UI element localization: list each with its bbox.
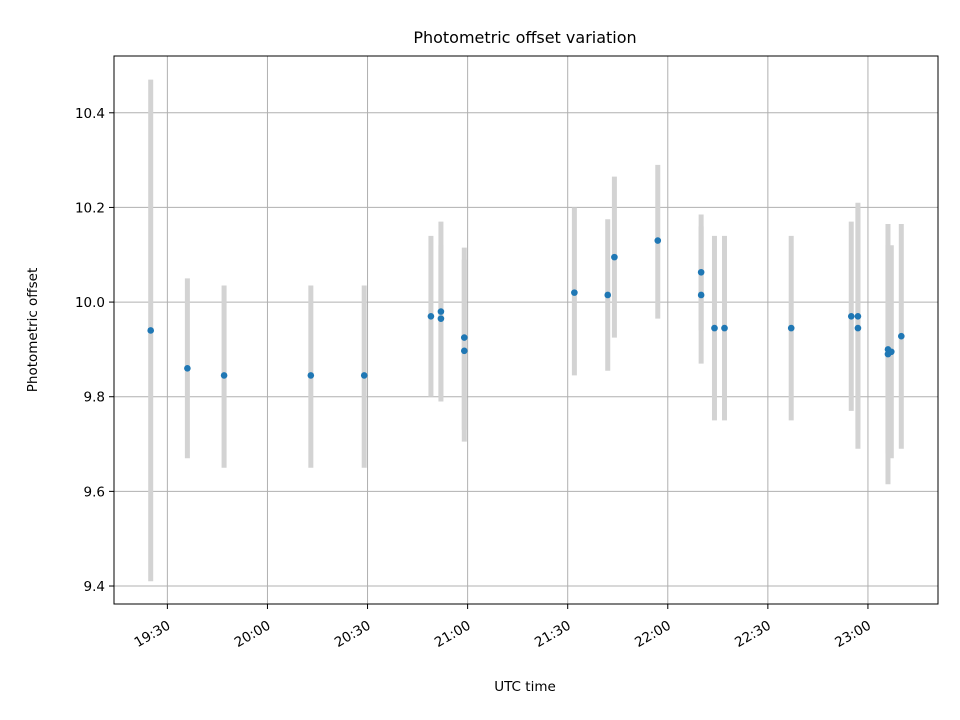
y-tick-label: 10.0: [75, 295, 105, 311]
y-tick-label: 9.6: [84, 484, 105, 500]
chart-title: Photometric offset variation: [413, 28, 636, 47]
axis-ticks: 19:30 20:00 20:30 21:00 21:30 22:00 22:30 23:00…: [75, 106, 874, 651]
x-tick-label: 23:00: [832, 618, 874, 651]
data-point: [787, 324, 795, 332]
data-point: [604, 291, 612, 299]
grid-lines: [114, 56, 938, 604]
x-tick-label: 21:00: [432, 618, 474, 651]
error-bars: [148, 79, 904, 582]
y-tick-label: 9.8: [84, 390, 105, 406]
y-axis-label: Photometric offset: [25, 268, 41, 392]
data-point: [360, 372, 368, 379]
data-point: [847, 312, 855, 320]
x-axis-label: UTC time: [494, 679, 556, 695]
plot-frame: [113, 55, 939, 605]
data-point: [898, 332, 905, 340]
data-point: [711, 324, 718, 332]
data-point: [460, 334, 468, 341]
data-point: [427, 312, 435, 320]
data-point: [147, 327, 154, 334]
y-tick-label: 9.4: [84, 579, 105, 595]
data-points: [147, 237, 905, 379]
data-point: [460, 347, 468, 355]
data-point: [437, 308, 445, 315]
data-point: [854, 312, 862, 320]
data-point: [184, 365, 191, 372]
x-tick-label: 20:00: [232, 618, 274, 651]
data-point: [437, 315, 445, 322]
data-point: [721, 324, 728, 332]
x-tick-label: 20:30: [332, 618, 374, 651]
data-point: [697, 291, 705, 299]
data-point: [854, 324, 862, 332]
y-tick-label: 10.2: [75, 200, 105, 216]
data-point: [307, 372, 315, 379]
data-point: [611, 253, 618, 261]
data-point: [697, 268, 705, 276]
data-point: [654, 237, 662, 244]
x-tick-label: 22:00: [632, 618, 674, 651]
data-point: [220, 372, 228, 379]
y-tick-label: 10.4: [75, 106, 105, 122]
data-point: [887, 348, 895, 356]
x-tick-label: 22:30: [732, 618, 774, 651]
x-tick-label: 19:30: [132, 618, 174, 651]
x-tick-label: 21:30: [532, 618, 574, 651]
data-point: [571, 289, 578, 296]
